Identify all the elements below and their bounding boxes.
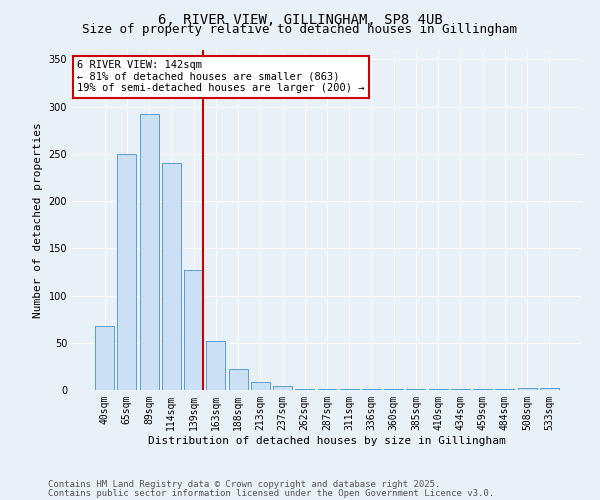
Bar bbox=[362, 389, 381, 390]
Bar bbox=[406, 389, 425, 390]
Bar bbox=[184, 270, 203, 390]
Bar bbox=[140, 114, 158, 390]
Bar bbox=[473, 389, 492, 390]
Text: Contains HM Land Registry data © Crown copyright and database right 2025.: Contains HM Land Registry data © Crown c… bbox=[48, 480, 440, 489]
Bar bbox=[496, 389, 514, 390]
Text: Contains public sector information licensed under the Open Government Licence v3: Contains public sector information licen… bbox=[48, 488, 494, 498]
Bar bbox=[295, 389, 314, 390]
Bar bbox=[251, 382, 270, 390]
Y-axis label: Number of detached properties: Number of detached properties bbox=[33, 122, 43, 318]
Bar bbox=[118, 154, 136, 390]
X-axis label: Distribution of detached houses by size in Gillingham: Distribution of detached houses by size … bbox=[148, 436, 506, 446]
Bar bbox=[384, 389, 403, 390]
Bar bbox=[340, 389, 359, 390]
Text: Size of property relative to detached houses in Gillingham: Size of property relative to detached ho… bbox=[83, 22, 517, 36]
Bar bbox=[206, 341, 225, 390]
Bar bbox=[317, 389, 337, 390]
Text: 6 RIVER VIEW: 142sqm
← 81% of detached houses are smaller (863)
19% of semi-deta: 6 RIVER VIEW: 142sqm ← 81% of detached h… bbox=[77, 60, 365, 94]
Bar bbox=[429, 389, 448, 390]
Bar bbox=[451, 389, 470, 390]
Bar bbox=[229, 369, 248, 390]
Bar bbox=[540, 388, 559, 390]
Bar bbox=[95, 326, 114, 390]
Bar bbox=[273, 386, 292, 390]
Bar bbox=[162, 164, 181, 390]
Bar bbox=[518, 388, 536, 390]
Text: 6, RIVER VIEW, GILLINGHAM, SP8 4UB: 6, RIVER VIEW, GILLINGHAM, SP8 4UB bbox=[158, 12, 442, 26]
